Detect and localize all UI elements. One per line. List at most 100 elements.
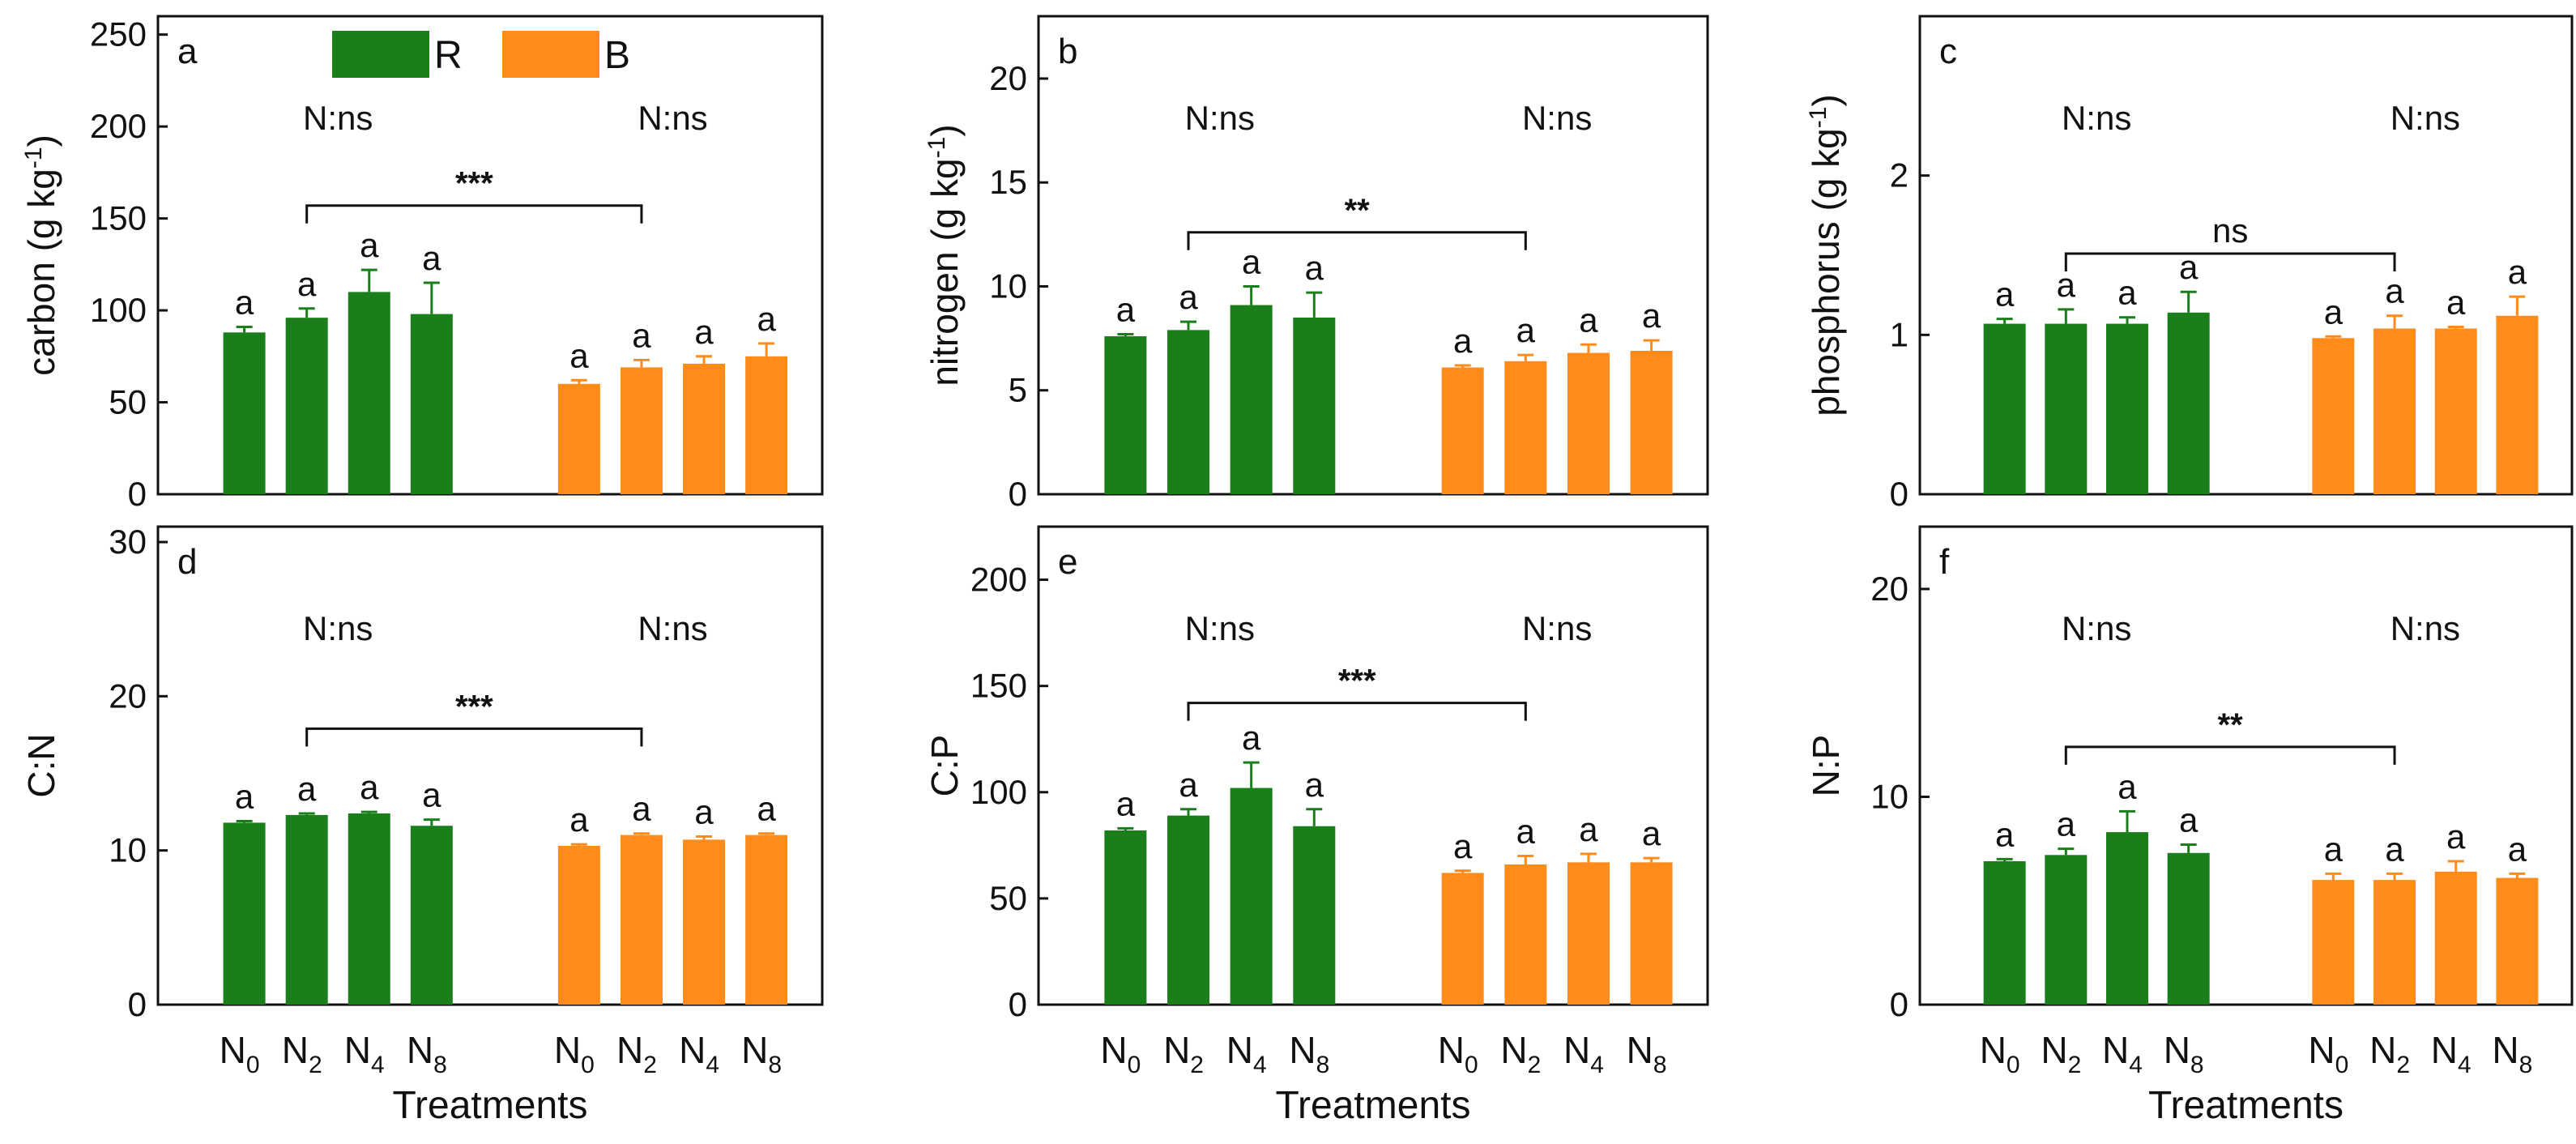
x-tick-label: N0 xyxy=(554,1029,595,1078)
y-tick-label: 0 xyxy=(128,475,147,513)
y-axis-label: N:P xyxy=(1805,735,1847,797)
bar-B-N8 xyxy=(2496,315,2539,494)
x-tick-label: N4 xyxy=(1563,1029,1604,1078)
panel-letter: b xyxy=(1058,32,1077,71)
bar-B-N0 xyxy=(1441,873,1484,1005)
x-tick-label: N2 xyxy=(2369,1029,2410,1078)
group-note: N:ns xyxy=(638,99,707,137)
significance-letter: a xyxy=(1305,249,1324,287)
significance-letter: a xyxy=(1242,242,1261,280)
significance-letter: a xyxy=(297,770,317,808)
x-tick-label: N4 xyxy=(679,1029,719,1078)
significance-letter: a xyxy=(1579,810,1598,848)
bar-B-N2 xyxy=(1504,864,1547,1005)
significance-letter: a xyxy=(235,778,254,816)
y-axis-label: carbon (g kg-1) xyxy=(20,134,62,376)
bar-B-N8 xyxy=(745,835,788,1005)
significance-letter: a xyxy=(1516,311,1536,349)
significance-letter: a xyxy=(1579,301,1598,339)
x-axis-title: Treatments xyxy=(1276,1084,1471,1127)
x-tick-label: N2 xyxy=(282,1029,322,1078)
panel-b: 0 5 10 15 20 nitrogen (g kg-1) b a a a a N:ns a a a a N:… xyxy=(923,15,1709,513)
y-tick-label: 0 xyxy=(1890,475,1909,513)
comparison-bracket xyxy=(2064,252,2396,272)
bar-B-N8 xyxy=(1630,862,1673,1005)
significance-letter: a xyxy=(694,313,714,351)
significance-letter: a xyxy=(422,239,441,277)
panel-f: 0 10 20 N:P f a a a a N:ns a a a a N:ns ** N0 N2 N4 N8 N0 N2 N… xyxy=(1805,525,2574,1127)
bar-B-N2 xyxy=(1504,361,1547,494)
comparison-label: *** xyxy=(455,166,493,202)
bar-B-N2 xyxy=(620,835,663,1005)
comparison-bracket xyxy=(305,204,643,224)
plot-frame xyxy=(1037,525,1709,1006)
plot-frame xyxy=(1037,15,1709,496)
significance-letter: a xyxy=(1116,784,1136,822)
y-tick-label: 5 xyxy=(1009,371,1027,409)
group-note: N:ns xyxy=(2062,99,2131,137)
significance-letter: a xyxy=(1305,766,1324,804)
y-tick-label: 10 xyxy=(989,267,1027,305)
x-tick-label: N4 xyxy=(2431,1029,2472,1078)
significance-letter: a xyxy=(1995,815,2015,853)
bar-R-N8 xyxy=(2167,852,2210,1005)
x-tick-label: N2 xyxy=(1500,1029,1541,1078)
significance-letter: a xyxy=(632,790,651,828)
y-tick-label: 0 xyxy=(1009,475,1027,513)
significance-letter: a xyxy=(2385,272,2404,310)
y-tick-label: 1 xyxy=(1890,315,1909,353)
y-tick-label: 15 xyxy=(989,163,1027,201)
significance-letter: a xyxy=(2508,253,2527,291)
group-note: N:ns xyxy=(2062,609,2131,647)
panel-letter: c xyxy=(1939,32,1957,71)
significance-letter: a xyxy=(1995,275,2015,314)
bar-B-N8 xyxy=(1630,351,1673,494)
significance-letter: a xyxy=(422,776,441,814)
bar-R-N2 xyxy=(285,814,328,1005)
bar-R-N2 xyxy=(1167,330,1210,494)
bar-R-N2 xyxy=(1167,815,1210,1005)
bar-B-N4 xyxy=(2434,328,2477,494)
bar-B-N8 xyxy=(2496,877,2539,1005)
bar-R-N4 xyxy=(348,292,390,494)
y-tick-label: 20 xyxy=(109,677,147,715)
y-tick-label: 30 xyxy=(109,523,147,561)
significance-letter: a xyxy=(1179,278,1198,316)
group-note: N:ns xyxy=(303,609,373,647)
panel-letter: a xyxy=(177,32,198,71)
panel-letter: d xyxy=(177,542,197,582)
bar-R-N0 xyxy=(1983,323,2026,494)
x-tick-label: N0 xyxy=(1438,1029,1478,1078)
bar-R-N8 xyxy=(2167,312,2210,494)
x-tick-label: N8 xyxy=(407,1029,447,1078)
significance-letter: a xyxy=(2057,266,2076,304)
panel-d: 0 10 20 30 C:N d a a a a N:ns a a a a N:ns *** N0 N2 N4 N8 N0… xyxy=(20,523,824,1127)
plot-frame xyxy=(1918,525,2574,1006)
bar-R-N4 xyxy=(348,813,390,1005)
significance-letter: a xyxy=(757,790,776,828)
bar-B-N0 xyxy=(557,383,600,494)
group-note: N:ns xyxy=(303,99,373,137)
bar-R-N4 xyxy=(1230,788,1273,1005)
bar-R-N4 xyxy=(2105,323,2148,494)
x-tick-label: N0 xyxy=(1980,1029,2020,1078)
group-note: N:ns xyxy=(2390,99,2460,137)
legend-swatch-B xyxy=(502,31,599,78)
significance-letter: a xyxy=(360,226,379,264)
comparison-label: *** xyxy=(1338,664,1376,699)
significance-letter: a xyxy=(2508,830,2527,868)
legend-label-R: R xyxy=(434,34,463,77)
x-tick-label: N0 xyxy=(1100,1029,1141,1078)
comparison-label: ** xyxy=(1345,193,1371,228)
y-tick-label: 2 xyxy=(1890,156,1909,194)
y-tick-label: 200 xyxy=(970,561,1027,599)
y-tick-label: 150 xyxy=(90,199,147,237)
y-tick-label: 50 xyxy=(109,383,147,421)
group-note: N:ns xyxy=(2390,609,2460,647)
significance-letter: a xyxy=(2385,830,2404,868)
x-axis-title: Treatments xyxy=(2148,1084,2344,1127)
y-tick-label: 200 xyxy=(90,107,147,145)
significance-letter: a xyxy=(235,284,254,322)
bar-R-N0 xyxy=(223,332,266,494)
